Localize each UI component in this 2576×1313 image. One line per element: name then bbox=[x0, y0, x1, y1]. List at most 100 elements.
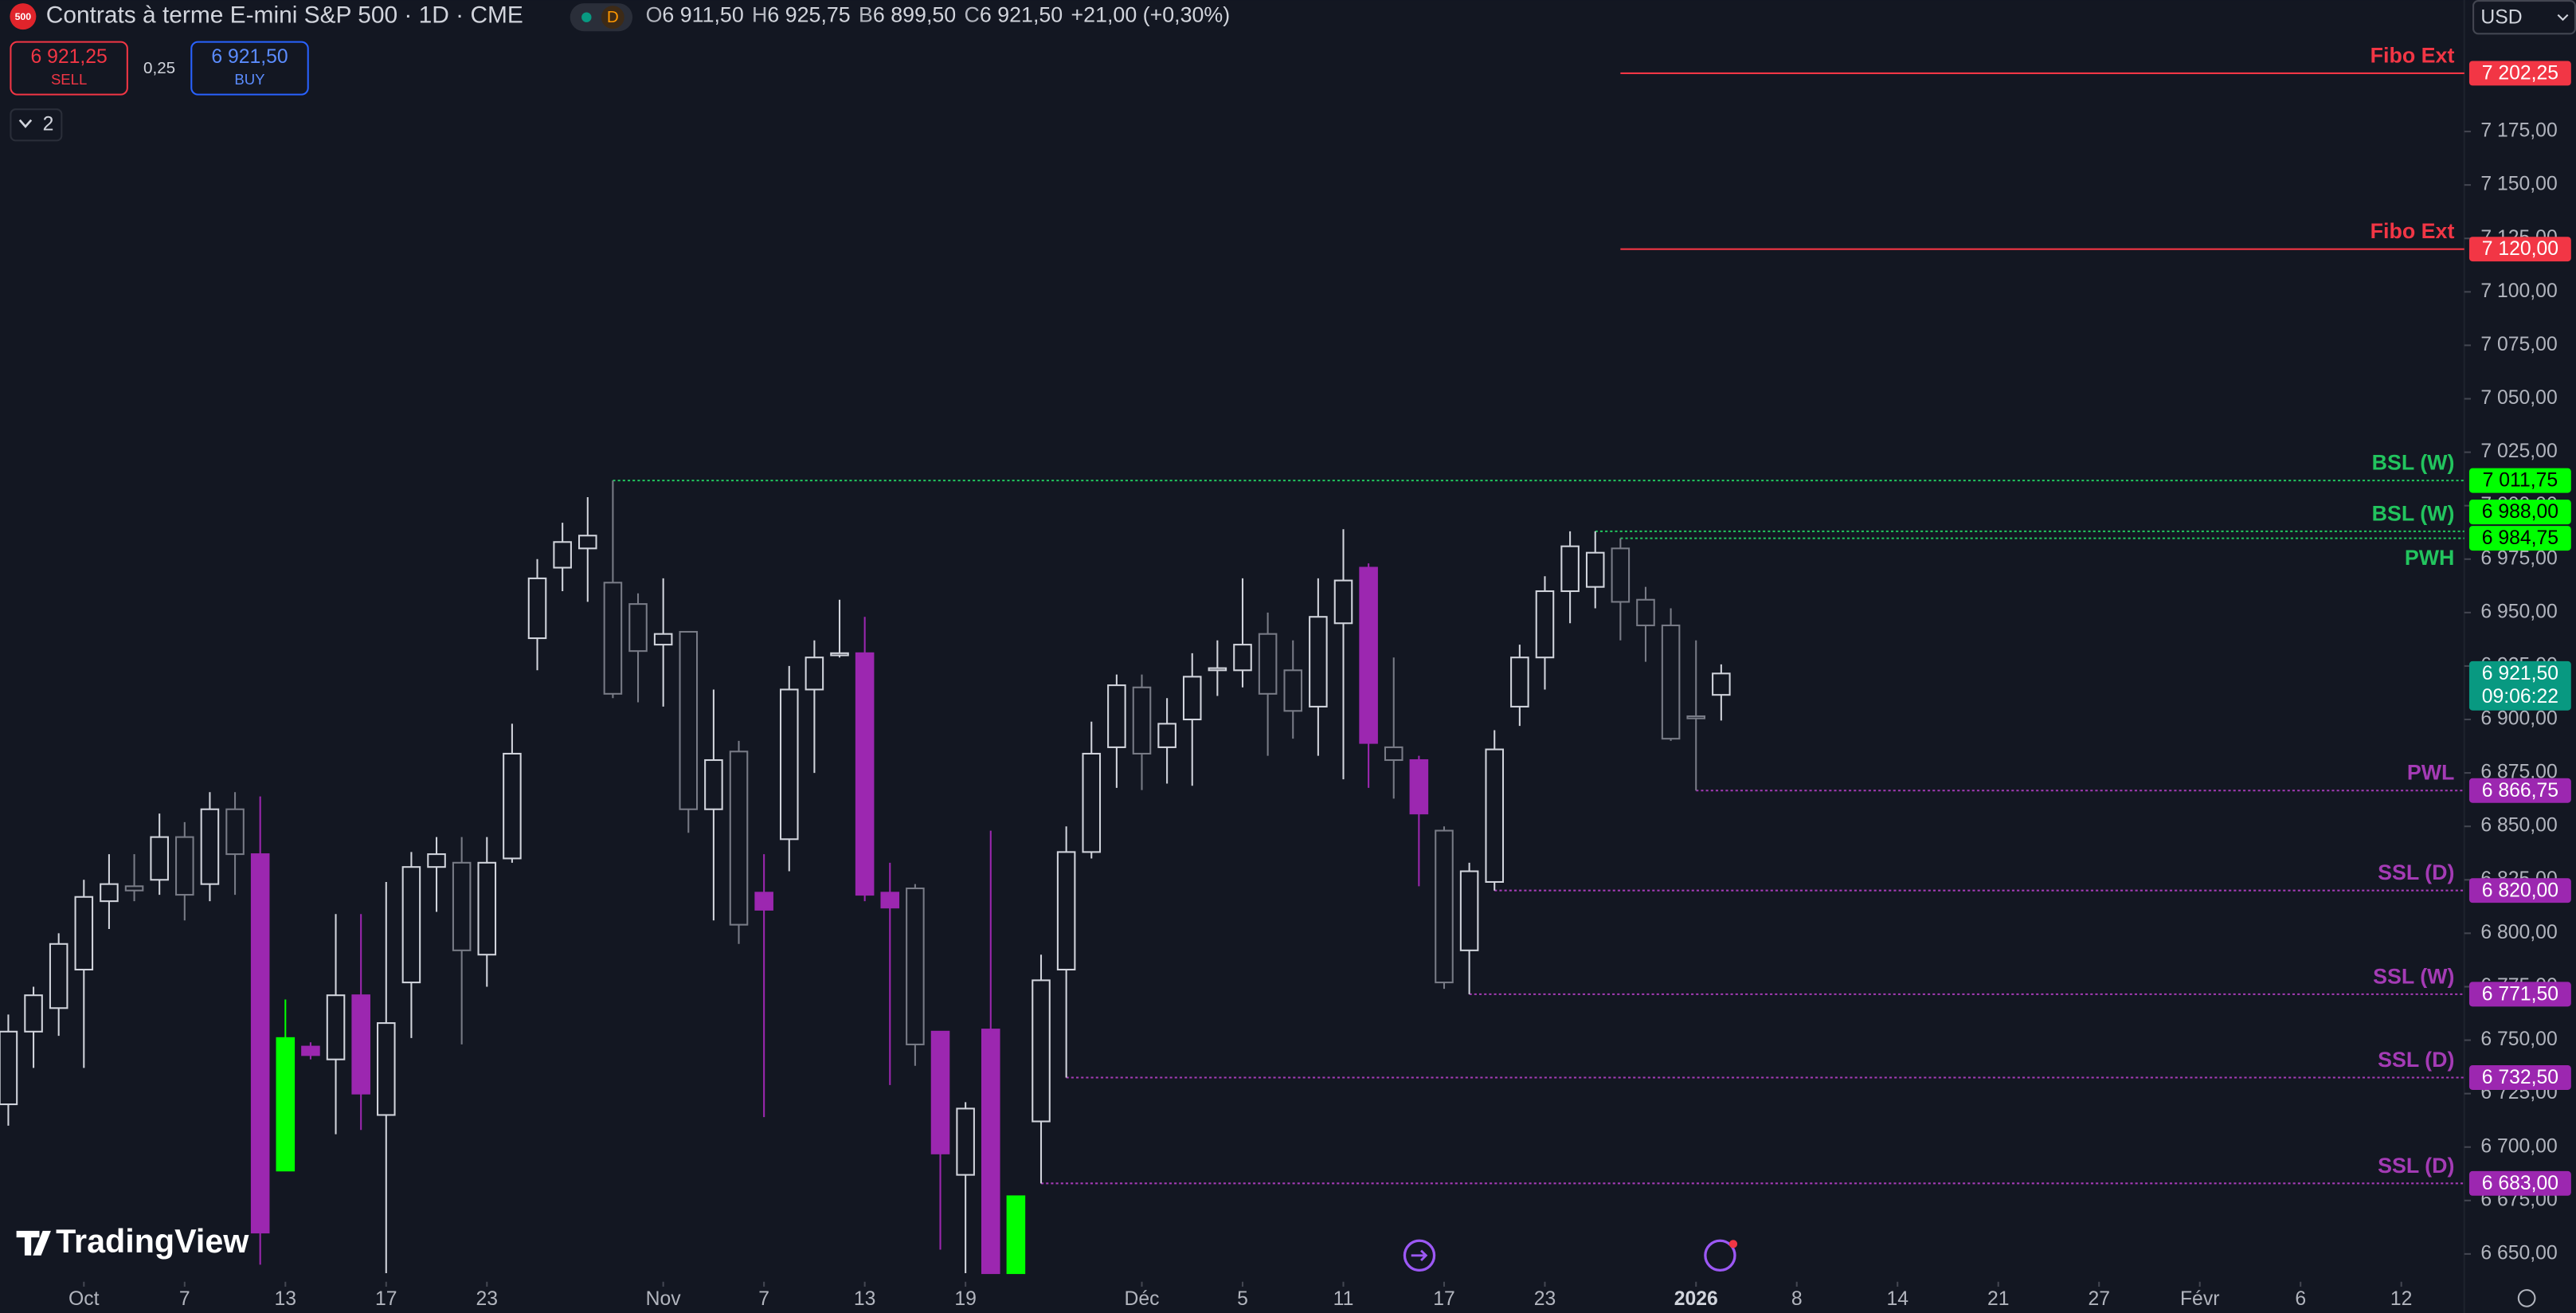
indicators-count: 2 bbox=[43, 113, 54, 135]
candle-body bbox=[377, 1022, 396, 1116]
y-tick-label: 7 050,00 bbox=[2480, 387, 2557, 409]
level-label: Fibo Ext bbox=[2370, 219, 2455, 243]
chevron bbox=[18, 119, 33, 128]
price-box bbox=[2468, 237, 2571, 262]
x-tick-label: 7 bbox=[179, 1288, 190, 1310]
candle-body bbox=[729, 751, 749, 926]
candle-body bbox=[1309, 616, 1328, 707]
candle-body bbox=[779, 688, 799, 841]
level-label: BSL (W) bbox=[2372, 501, 2455, 525]
y-tick-label: 6 750,00 bbox=[2480, 1029, 2557, 1050]
buy-price: 6 921,50 bbox=[211, 46, 288, 68]
candle-body bbox=[930, 1030, 950, 1154]
candle-body bbox=[150, 836, 169, 881]
x-tick-label: 23 bbox=[1534, 1288, 1556, 1310]
candle-body bbox=[1157, 723, 1176, 748]
candle-body bbox=[1560, 545, 1580, 593]
candle-body bbox=[1661, 624, 1681, 740]
candle-body bbox=[704, 758, 723, 810]
price-box bbox=[2468, 778, 2571, 803]
x-tick-label: 13 bbox=[854, 1288, 876, 1310]
candle-body bbox=[1006, 1195, 1026, 1275]
candle-body bbox=[477, 861, 497, 956]
price-box-label: 6 683,00 bbox=[2482, 1173, 2558, 1194]
x-tick-label: Nov bbox=[646, 1288, 682, 1310]
x-tick-label: 13 bbox=[275, 1288, 297, 1310]
y-tick-label: 7 150,00 bbox=[2480, 174, 2557, 195]
ohlc-value: 6 899,50 bbox=[873, 3, 956, 27]
candle-body bbox=[830, 652, 849, 656]
candle-body bbox=[628, 603, 648, 653]
event-icon[interactable] bbox=[1403, 1239, 1436, 1272]
candle-body bbox=[906, 887, 925, 1045]
candle-body bbox=[1182, 676, 1202, 721]
buy-button[interactable] bbox=[190, 41, 309, 96]
currency-select[interactable] bbox=[2472, 0, 2576, 35]
candle-body bbox=[250, 853, 270, 1234]
y-tick-label: 6 950,00 bbox=[2480, 601, 2557, 622]
sell-price: 6 921,25 bbox=[30, 46, 107, 68]
y-tick-label: 6 650,00 bbox=[2480, 1242, 2557, 1264]
event-icon[interactable] bbox=[1704, 1239, 1736, 1272]
candle-body bbox=[1208, 667, 1227, 672]
price-box bbox=[2468, 468, 2571, 493]
x-tick-label: Oct bbox=[69, 1288, 100, 1310]
event-dot bbox=[1728, 1240, 1738, 1248]
candle-body bbox=[1384, 746, 1403, 762]
x-tick-label: 7 bbox=[758, 1288, 769, 1310]
y-tick-label: 7 025,00 bbox=[2480, 441, 2557, 462]
ohlc-value: 6 925,75 bbox=[767, 3, 850, 27]
x-tick-label: 17 bbox=[375, 1288, 397, 1310]
header: 500 Contrats à terme E-mini S&P 500 · 1D… bbox=[10, 0, 2576, 1307]
x-tick-label: 21 bbox=[1987, 1288, 2010, 1310]
candle-body bbox=[503, 752, 522, 860]
candle-body bbox=[1409, 758, 1429, 815]
x-tick-label: 2026 bbox=[1674, 1288, 1718, 1310]
candle-body bbox=[1435, 829, 1454, 984]
price-box bbox=[2468, 982, 2571, 1007]
price-box bbox=[2468, 1170, 2571, 1196]
candle-body bbox=[225, 808, 245, 856]
settings-icon[interactable] bbox=[2517, 1289, 2536, 1307]
level-label: BSL (W) bbox=[2372, 451, 2455, 475]
candle-body bbox=[1510, 656, 1529, 707]
candle-body bbox=[1233, 644, 1252, 672]
candle-body bbox=[855, 652, 875, 896]
candle-body bbox=[754, 892, 773, 911]
event-icon-glyph bbox=[1411, 1249, 1428, 1261]
price-box-label: 7 011,75 bbox=[2483, 470, 2558, 492]
sell-button[interactable] bbox=[10, 41, 128, 96]
price-box-label: 6 732,50 bbox=[2482, 1067, 2558, 1088]
countdown: 09:06:22 bbox=[2482, 686, 2558, 707]
candle-body bbox=[49, 943, 69, 1009]
candle-body bbox=[427, 853, 446, 868]
indicators-toggle[interactable] bbox=[10, 108, 63, 142]
last-price-box bbox=[2468, 660, 2571, 711]
x-tick-label: 12 bbox=[2390, 1288, 2413, 1310]
candle-body bbox=[1485, 748, 1505, 884]
x-tick-label: 14 bbox=[1886, 1288, 1909, 1310]
candle-body bbox=[351, 994, 370, 1095]
candle-body bbox=[1611, 547, 1631, 603]
x-tick-label: 5 bbox=[1237, 1288, 1248, 1310]
candle-body bbox=[1132, 686, 1152, 754]
symbol-title[interactable]: Contrats à terme E-mini S&P 500 · 1D · C… bbox=[46, 2, 523, 29]
y-tick-label: 6 975,00 bbox=[2480, 547, 2557, 569]
status-dot bbox=[581, 12, 592, 22]
candle-body bbox=[1333, 579, 1353, 625]
candle-body bbox=[577, 535, 597, 550]
candle-body bbox=[1082, 752, 1102, 853]
candle-body bbox=[1032, 979, 1051, 1123]
candle-body bbox=[0, 1030, 18, 1106]
level-label: SSL (W) bbox=[2373, 964, 2454, 988]
price-box-label: 6 988,00 bbox=[2482, 501, 2558, 523]
candle-body bbox=[1585, 551, 1605, 588]
y-tick-label: 6 850,00 bbox=[2480, 815, 2557, 837]
y-tick-label: 6 700,00 bbox=[2480, 1135, 2557, 1157]
spread: 0,25 bbox=[143, 59, 175, 77]
candle-body bbox=[981, 1029, 1000, 1275]
brand: TradingView bbox=[56, 1223, 249, 1260]
buy-label: BUY bbox=[234, 71, 264, 88]
